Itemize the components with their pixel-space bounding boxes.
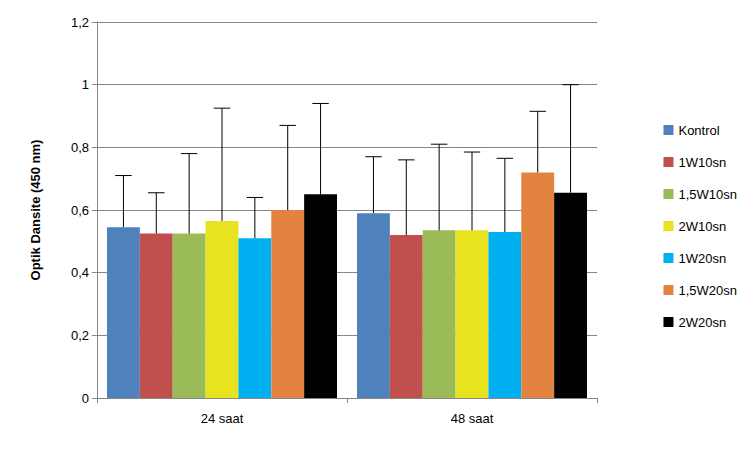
svg-text:1: 1	[82, 77, 89, 92]
svg-text:0: 0	[82, 391, 89, 406]
svg-text:0,2: 0,2	[71, 328, 89, 343]
svg-text:1,5W20sn: 1,5W20sn	[678, 283, 737, 298]
svg-text:1W20sn: 1W20sn	[678, 251, 726, 266]
svg-text:1,5W10sn: 1,5W10sn	[678, 187, 737, 202]
svg-text:48 saat: 48 saat	[451, 411, 494, 426]
svg-text:0,6: 0,6	[71, 203, 89, 218]
svg-text:2W20sn: 2W20sn	[678, 315, 726, 330]
svg-text:0,4: 0,4	[71, 265, 89, 280]
svg-text:Kontrol: Kontrol	[678, 123, 719, 138]
svg-text:1W10sn: 1W10sn	[678, 155, 726, 170]
svg-text:2W10sn: 2W10sn	[678, 219, 726, 234]
svg-text:Optik Dansite (450 nm): Optik Dansite (450 nm)	[28, 140, 43, 281]
svg-text:24 saat: 24 saat	[201, 411, 244, 426]
svg-text:0,8: 0,8	[71, 140, 89, 155]
svg-text:1,2: 1,2	[71, 15, 89, 30]
